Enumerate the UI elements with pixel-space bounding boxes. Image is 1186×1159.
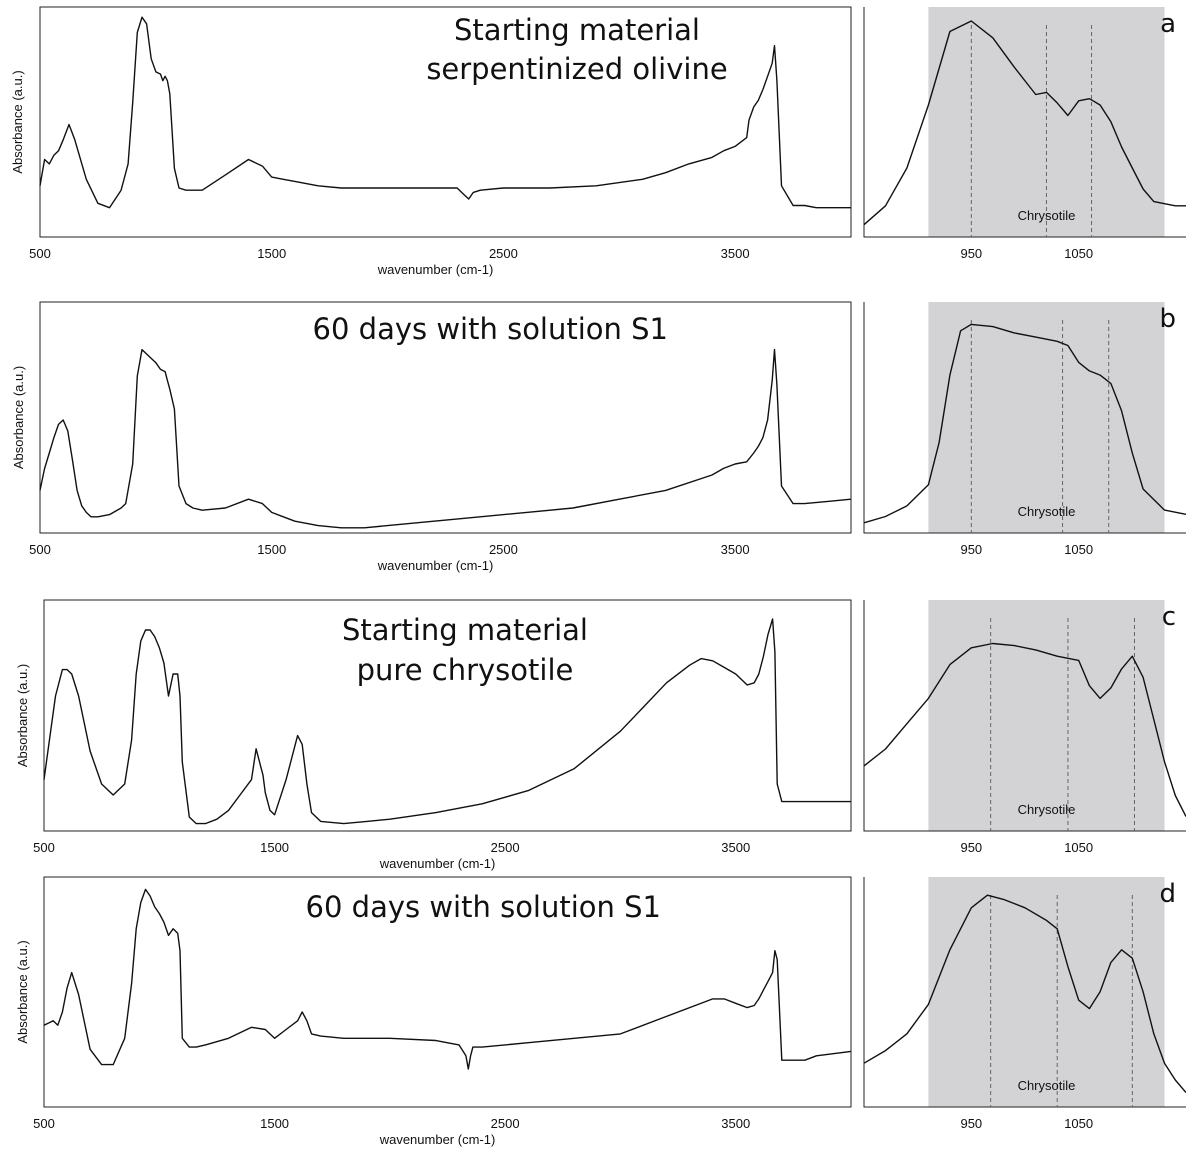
band-label: Chrysotile: [1018, 1078, 1076, 1093]
panel-title-line: Starting material: [342, 613, 588, 647]
x-tick-label: 500: [29, 542, 51, 557]
absorbance-trace: [39, 16, 851, 209]
chrysotile-band: [928, 600, 1165, 831]
x-tick-label: 1500: [260, 840, 289, 855]
x-tick-label: 2500: [491, 1116, 520, 1131]
band-label: Chrysotile: [1018, 208, 1076, 223]
y-axis-title: Absorbance (a.u.): [10, 70, 25, 173]
x-tick-label: 1050: [1064, 840, 1093, 855]
x-tick-label: 950: [960, 542, 982, 557]
inset-panel-c: Chrysotile c 950 1050: [863, 600, 1186, 855]
x-tick-label: 1050: [1064, 542, 1093, 557]
panel-title-line: 60 days with solution S1: [313, 312, 668, 346]
x-tick-label: 1500: [260, 1116, 289, 1131]
inset-panel-b: Chrysotile b 950 1050: [863, 302, 1186, 557]
x-axis-title: wavenumber (cm-1): [379, 1132, 496, 1147]
x-tick-label: 3500: [721, 840, 750, 855]
inset-trace: [863, 894, 1186, 1094]
x-tick-label: 3500: [721, 542, 750, 557]
x-tick-label: 3500: [721, 246, 750, 261]
panel-letter: b: [1159, 304, 1176, 334]
band-label: Chrysotile: [1018, 504, 1076, 519]
inset-panel-d: Chrysotile d 950 1050: [863, 877, 1186, 1131]
x-tick-label: 1500: [257, 246, 286, 261]
x-tick-label: 1050: [1064, 246, 1093, 261]
inset-trace: [863, 642, 1186, 817]
panel-letter: c: [1162, 602, 1176, 632]
panel-title-line: 60 days with solution S1: [306, 890, 661, 924]
x-tick-label: 1050: [1064, 1116, 1093, 1131]
plot-frame: [43, 876, 852, 1108]
absorbance-trace: [39, 348, 852, 529]
panel-title-line: serpentinized olivine: [426, 52, 727, 86]
x-tick-label: 2500: [489, 542, 518, 557]
inset-axes: [863, 302, 1186, 534]
inset-panel-a: Chrysotile a 950 1050: [863, 7, 1186, 261]
band-label: Chrysotile: [1018, 802, 1076, 817]
x-axis-title: wavenumber (cm-1): [377, 262, 494, 277]
x-tick-label: 950: [960, 246, 982, 261]
panel-letter: a: [1160, 9, 1176, 39]
chrysotile-band: [928, 302, 1165, 533]
x-tick-label: 950: [960, 1116, 982, 1131]
y-axis-title: Absorbance (a.u.): [15, 664, 30, 767]
panel-title-line: pure chrysotile: [357, 653, 574, 687]
x-tick-label: 500: [33, 1116, 55, 1131]
chrysotile-band: [928, 7, 1165, 237]
x-tick-label: 500: [29, 246, 51, 261]
plot-frame: [39, 6, 852, 238]
inset-trace: [863, 323, 1186, 524]
plot-frame: [43, 599, 852, 832]
x-tick-label: 3500: [721, 1116, 750, 1131]
inset-axes: [863, 600, 1186, 832]
x-axis-title: wavenumber (cm-1): [379, 856, 496, 871]
inset-axes: [863, 877, 1186, 1108]
inset-axes: [863, 7, 1186, 238]
y-axis-title: Absorbance (a.u.): [15, 940, 30, 1043]
x-tick-label: 500: [33, 840, 55, 855]
panel-title-line: Starting material: [454, 13, 700, 47]
x-tick-label: 2500: [489, 246, 518, 261]
spectrum-panel-2: 60 days with solution S1 500 1500 2500 3500 w…: [11, 301, 852, 573]
x-tick-label: 2500: [491, 840, 520, 855]
x-axis-title: wavenumber (cm-1): [377, 558, 494, 573]
panel-letter: d: [1159, 879, 1176, 909]
inset-trace: [863, 20, 1186, 226]
absorbance-trace: [43, 888, 852, 1070]
chrysotile-band: [928, 877, 1165, 1107]
x-tick-label: 950: [960, 840, 982, 855]
absorbance-trace: [43, 618, 851, 825]
y-axis-title: Absorbance (a.u.): [11, 366, 26, 469]
x-tick-label: 1500: [257, 542, 286, 557]
spectrum-panel-1: Starting material serpentinized olivine 50…: [10, 6, 852, 277]
plot-frame: [39, 301, 852, 534]
spectrum-panel-3: Starting material pure chrysotile 500 1500 2…: [15, 599, 852, 871]
spectrum-panel-4: 60 days with solution S1 500 1500 2500 3500 w…: [15, 876, 852, 1147]
